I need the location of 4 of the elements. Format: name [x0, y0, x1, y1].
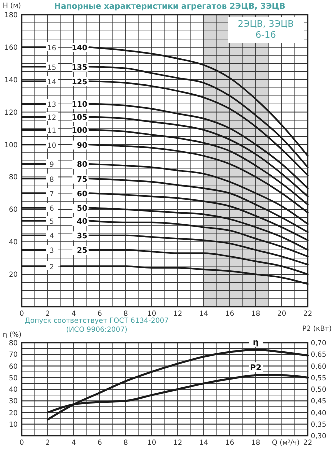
text: 2ЭЦВ, 3ЭЦВ 6-16 [238, 20, 294, 41]
series-label: P2 [250, 364, 262, 373]
series-label: η [253, 338, 260, 347]
chart-title: Напорные характеристики агрегатов 2ЭЦВ, 3ЭЦВ [54, 2, 286, 11]
